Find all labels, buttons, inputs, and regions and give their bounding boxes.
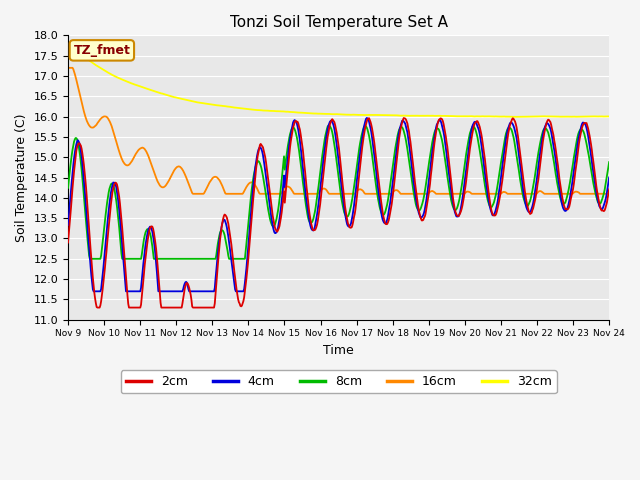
- Y-axis label: Soil Temperature (C): Soil Temperature (C): [15, 113, 28, 242]
- Text: TZ_fmet: TZ_fmet: [74, 44, 131, 57]
- X-axis label: Time: Time: [323, 344, 354, 357]
- Title: Tonzi Soil Temperature Set A: Tonzi Soil Temperature Set A: [230, 15, 447, 30]
- Legend: 2cm, 4cm, 8cm, 16cm, 32cm: 2cm, 4cm, 8cm, 16cm, 32cm: [120, 370, 557, 393]
